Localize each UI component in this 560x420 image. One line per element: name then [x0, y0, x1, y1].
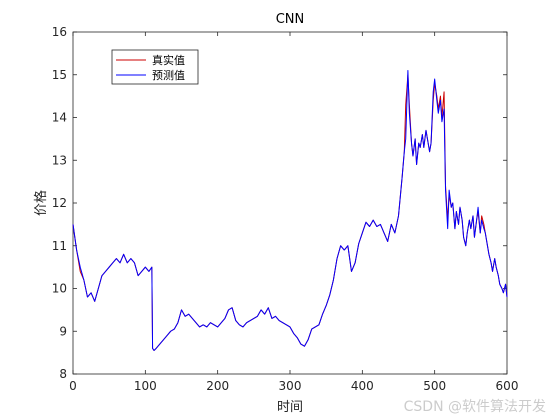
y-axis-title: 价格 — [33, 190, 49, 216]
x-axis-ticks: 0 100 200 300 400 500 600 — [69, 32, 518, 393]
y-tick-label: 16 — [52, 25, 67, 39]
legend: 真实值 预测值 — [111, 49, 199, 85]
watermark: CSDN @软件算法开发 — [403, 399, 546, 415]
series-lines — [72, 69, 508, 351]
x-tick-label: 500 — [423, 379, 446, 393]
x-tick-label: 400 — [351, 379, 374, 393]
y-tick-label: 11 — [52, 239, 67, 253]
legend-label-series-2: 预测值 — [152, 69, 185, 82]
x-tick-label: 0 — [69, 379, 77, 393]
y-tick-label: 13 — [52, 153, 67, 167]
y-tick-label: 15 — [52, 68, 67, 82]
x-tick-label: 200 — [206, 379, 229, 393]
y-tick-label: 10 — [52, 282, 67, 296]
series-line-2 — [72, 69, 508, 351]
chart-title: CNN — [276, 12, 305, 27]
y-tick-label: 9 — [59, 324, 67, 338]
x-axis-title: 时间 — [277, 400, 303, 415]
x-tick-label: 100 — [134, 379, 157, 393]
x-tick-label: 300 — [279, 379, 302, 393]
y-tick-label: 8 — [59, 367, 67, 381]
legend-box — [111, 49, 199, 85]
y-axis-ticks: 8 9 10 11 12 13 14 15 16 — [52, 25, 507, 381]
y-tick-label: 14 — [52, 111, 67, 125]
legend-label-series-1: 真实值 — [152, 53, 185, 67]
x-tick-label: 600 — [496, 379, 519, 393]
y-tick-label: 12 — [52, 196, 67, 210]
